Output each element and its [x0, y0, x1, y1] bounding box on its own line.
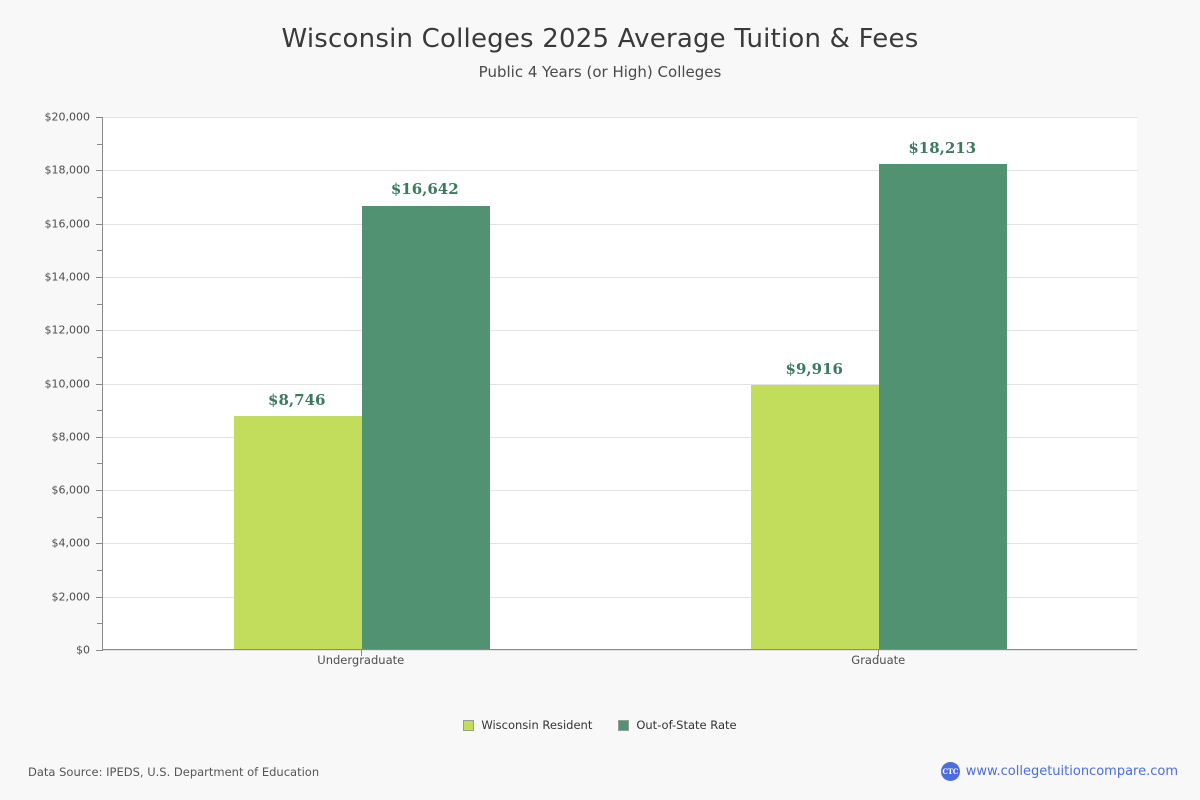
- gridline: [103, 490, 1138, 492]
- bar-value-label: $9,916: [785, 359, 843, 378]
- y-axis-tick: [96, 330, 103, 332]
- gridline: [103, 330, 1138, 332]
- y-axis-label: $2,000: [51, 590, 91, 604]
- y-axis-minor-tick: [97, 463, 102, 465]
- legend-label: Wisconsin Resident: [481, 718, 593, 732]
- legend-swatch-icon: [463, 719, 475, 731]
- gridline: [103, 276, 1138, 278]
- gridline: [103, 650, 1138, 651]
- y-axis-tick: [96, 117, 103, 118]
- bar[interactable]: [751, 384, 880, 649]
- y-axis-tick: [96, 223, 103, 225]
- ctc-logo-icon: CTC: [940, 762, 960, 781]
- y-axis-label: $14,000: [44, 270, 91, 284]
- y-axis-minor-tick: [97, 303, 102, 305]
- x-axis-label: Undergraduate: [317, 653, 405, 667]
- x-axis-tick: [878, 650, 880, 656]
- plot-area: [102, 117, 1138, 651]
- y-axis-tick: [96, 383, 103, 385]
- y-axis-minor-tick: [97, 623, 102, 625]
- bar[interactable]: [879, 163, 1008, 649]
- y-axis-tick: [96, 543, 103, 545]
- bar-value-label: $8,746: [268, 390, 326, 409]
- y-axis-tick: [96, 170, 103, 172]
- gridline: [103, 223, 1138, 225]
- bar-value-label: $16,642: [390, 180, 459, 199]
- y-axis-label: $10,000: [44, 377, 91, 390]
- legend: Wisconsin Resident Out-of-State Rate: [0, 718, 1200, 732]
- x-axis-tick: [360, 650, 362, 656]
- gridline: [103, 117, 1138, 118]
- y-axis-label: $18,000: [44, 163, 91, 177]
- y-axis-label: $12,000: [44, 323, 91, 337]
- y-axis-label: $20,000: [44, 110, 91, 124]
- gridline: [103, 596, 1138, 598]
- gridline: [103, 170, 1138, 172]
- y-axis-minor-tick: [97, 570, 102, 572]
- legend-item[interactable]: Wisconsin Resident: [463, 718, 592, 732]
- y-axis-tick: [96, 596, 103, 598]
- y-axis-tick: [96, 490, 103, 492]
- bar[interactable]: [233, 415, 362, 649]
- legend-item[interactable]: Out-of-State Rate: [618, 718, 737, 732]
- y-axis-minor-tick: [97, 356, 102, 358]
- data-source-text: Data Source: IPEDS, U.S. Department of E…: [28, 765, 320, 779]
- y-axis-minor-tick: [97, 196, 102, 198]
- brand-url-text: www.collegetuitioncompare.com: [965, 764, 1178, 779]
- x-axis-label: Graduate: [851, 653, 906, 667]
- gridline: [103, 543, 1138, 545]
- gridline: [103, 436, 1138, 438]
- y-axis-tick: [96, 650, 103, 651]
- y-axis-label: $16,000: [44, 217, 91, 231]
- y-axis-minor-tick: [97, 143, 102, 145]
- y-axis-label: $4,000: [51, 536, 91, 550]
- bar[interactable]: [361, 205, 490, 649]
- y-axis-minor-tick: [97, 410, 102, 412]
- y-axis-label: $0: [76, 643, 90, 657]
- legend-swatch-icon: [618, 719, 630, 731]
- page-subtitle: Public 4 Years (or High) Colleges: [478, 63, 722, 81]
- y-axis-minor-tick: [97, 516, 102, 518]
- brand-link[interactable]: CTC www.collegetuitioncompare.com: [940, 762, 1178, 781]
- y-axis-tick: [96, 436, 103, 438]
- page-title: Wisconsin Colleges 2025 Average Tuition …: [281, 24, 919, 54]
- gridline: [103, 383, 1138, 385]
- bar-value-label: $18,213: [908, 138, 977, 157]
- legend-label: Out-of-State Rate: [636, 718, 737, 732]
- y-axis-tick: [96, 276, 103, 278]
- y-axis-minor-tick: [97, 250, 102, 252]
- y-axis-label: $8,000: [51, 430, 91, 444]
- y-axis-label: $6,000: [51, 483, 91, 497]
